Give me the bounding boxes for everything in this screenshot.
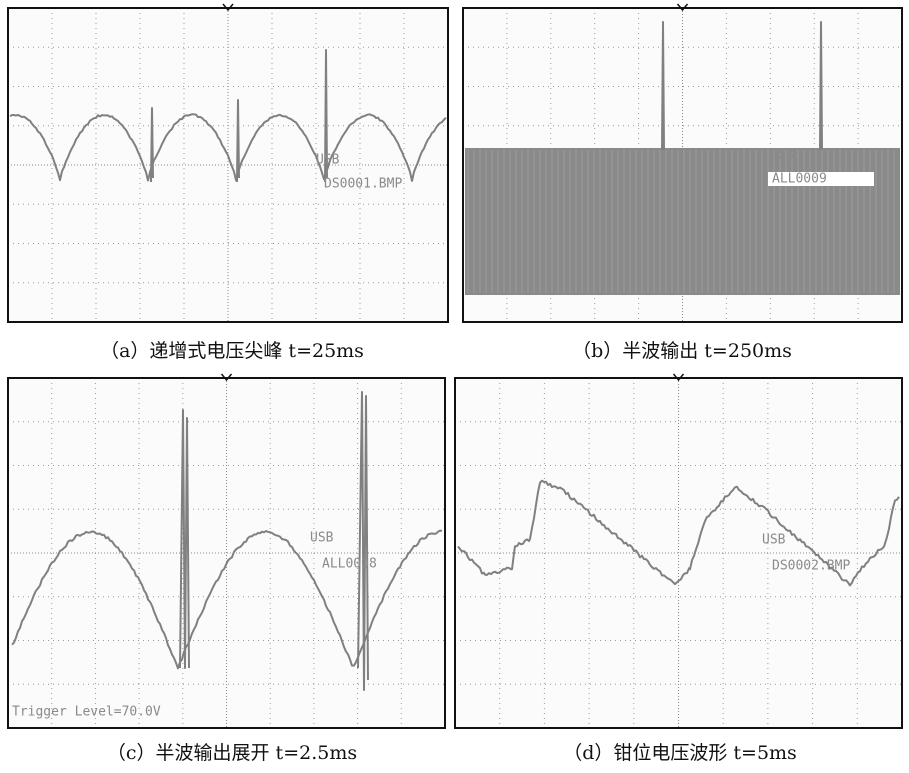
page: {"panels": [ {"caption": "（a）递增式电压尖峰 t=2…: [0, 0, 909, 773]
scope-screen: USB DS0001.BMP: [8, 4, 448, 322]
spike: [662, 22, 664, 150]
caption: （b）半波输出 t=250ms: [572, 340, 792, 362]
caption: （c）半波输出展开 t=2.5ms: [107, 742, 357, 764]
scope-screen: USB ALL0008 Trigger Level=70.0V: [8, 374, 445, 728]
spike: [237, 100, 239, 182]
screen-label: Trigger Level=70.0V: [12, 705, 161, 720]
scope-screen: USB ALL0009: [463, 4, 902, 322]
screen-label: ALL0008: [322, 557, 377, 572]
screen-label: ALL0009: [772, 172, 827, 187]
screen-label: USB: [770, 148, 794, 163]
screen-label: USB: [762, 533, 786, 548]
caption: （a）递增式电压尖峰 t=25ms: [100, 340, 364, 362]
figure: （a）递增式电压尖峰 t=25ms （b）半波输出 t=250ms （c）半波输…: [0, 0, 909, 773]
screen-label: USB: [316, 153, 340, 168]
screen-label: DS0002.BMP: [772, 559, 850, 574]
dense-waveform: [465, 148, 900, 295]
screen-label: DS0001.BMP: [324, 177, 402, 192]
scope-screen: USB DS0002.BMP: [455, 374, 902, 728]
spike: [151, 108, 153, 182]
spike: [820, 22, 822, 150]
caption: （d）钳位电压波形 t=5ms: [563, 742, 797, 764]
screen-label: USB: [310, 531, 334, 546]
